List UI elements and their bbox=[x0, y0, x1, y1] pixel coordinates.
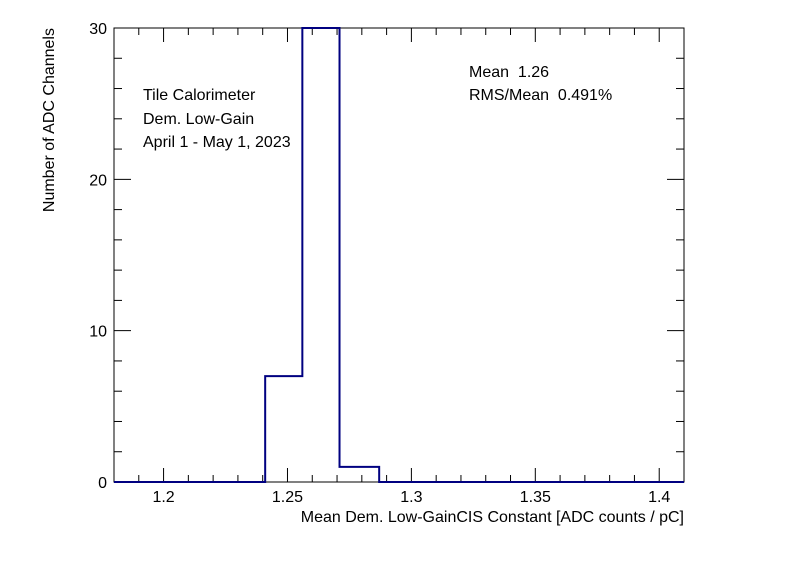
x-tick-label: 1.4 bbox=[648, 489, 670, 506]
x-tick-labels: 1.2 1.25 1.3 1.35 1.4 bbox=[152, 489, 670, 506]
y-tick-label: 0 bbox=[98, 475, 107, 492]
y-tick-labels: 0 10 20 30 bbox=[89, 21, 107, 492]
x-tick-label: 1.25 bbox=[272, 489, 303, 506]
histogram-bin bbox=[340, 467, 380, 482]
y-tick-label: 20 bbox=[89, 172, 107, 189]
x-axis-title: Mean Dem. Low-GainCIS Constant [ADC coun… bbox=[301, 509, 684, 526]
x-tick-label: 1.2 bbox=[152, 489, 174, 506]
histogram-series-line bbox=[114, 27, 684, 483]
y-tick-label: 10 bbox=[89, 324, 107, 341]
y-tick-label: 30 bbox=[89, 21, 107, 38]
x-tick-label: 1.3 bbox=[400, 489, 422, 506]
y-axis-title: Number of ADC Channels bbox=[41, 28, 58, 212]
annotation-gain: Dem. Low-Gain bbox=[143, 111, 254, 128]
histogram-bin bbox=[265, 376, 302, 482]
annotation-detector: Tile Calorimeter bbox=[143, 87, 256, 104]
stats-rms-over-mean: RMS/Mean 0.491% bbox=[469, 87, 612, 104]
x-tick-label: 1.35 bbox=[520, 489, 551, 506]
histogram-bin bbox=[302, 28, 339, 482]
stats-mean: Mean 1.26 bbox=[469, 64, 549, 81]
annotation-date-range: April 1 - May 1, 2023 bbox=[143, 134, 291, 151]
